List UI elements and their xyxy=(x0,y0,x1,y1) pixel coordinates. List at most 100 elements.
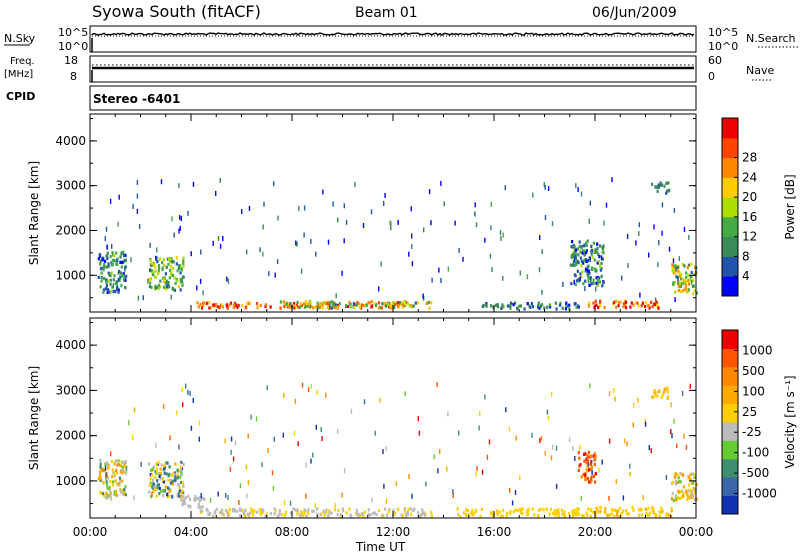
power-sparse-cell xyxy=(179,214,181,220)
power-cell xyxy=(688,278,691,282)
freq-trace xyxy=(91,64,694,82)
power-sparse-cell xyxy=(484,237,486,243)
power-cell xyxy=(513,301,517,305)
velocity-cell xyxy=(474,510,477,514)
velocity-cell xyxy=(589,507,593,512)
velocity-sparse-cell xyxy=(336,428,339,434)
power-cell xyxy=(165,280,168,284)
power-cell xyxy=(107,279,110,283)
velocity-sparse-cell xyxy=(650,448,652,454)
velocity-sparse-cell xyxy=(632,422,634,428)
power-cell xyxy=(115,280,118,284)
power-cell xyxy=(587,275,590,280)
velocity-sparse-cell xyxy=(675,494,677,500)
power-cell xyxy=(378,301,381,305)
power-cell xyxy=(412,304,415,308)
power-cell xyxy=(285,302,288,306)
velocity-cell xyxy=(670,514,673,518)
power-sparse-cell xyxy=(657,262,659,268)
power-cell xyxy=(682,289,685,293)
velocity-cell xyxy=(367,508,370,512)
power-cell xyxy=(107,271,110,275)
power-sparse-cell xyxy=(562,281,564,287)
velocity-cell xyxy=(160,463,163,467)
power-cell xyxy=(200,306,204,310)
velocity-sparse-cell xyxy=(615,479,617,484)
power-sparse-cell xyxy=(130,257,132,263)
power-cell xyxy=(328,305,331,309)
power-cell xyxy=(497,305,500,309)
velocity-cell xyxy=(112,472,116,476)
power-cell xyxy=(98,254,101,258)
power-colorbar-segment xyxy=(722,276,738,297)
velocity-cell xyxy=(533,513,536,517)
velocity-cell xyxy=(103,468,106,472)
power-cell xyxy=(182,256,185,260)
velocity-cell xyxy=(471,513,474,517)
power-cell xyxy=(591,255,594,259)
velocity-sparse-cell xyxy=(508,426,511,432)
velocity-cell xyxy=(120,490,123,494)
power-cell xyxy=(295,303,299,307)
velocity-cell xyxy=(339,513,342,517)
power-cell xyxy=(380,306,383,310)
power-sparse-cell xyxy=(475,222,478,228)
power-sparse-cell xyxy=(544,184,546,190)
power-cell xyxy=(112,289,116,294)
velocity-cell xyxy=(590,462,593,466)
velocity-cell xyxy=(472,512,475,516)
velocity-cell xyxy=(212,514,215,518)
power-sparse-cell xyxy=(539,235,541,240)
velocity-cell xyxy=(316,512,319,516)
power-cell xyxy=(348,300,351,304)
velocity-sparse-cell xyxy=(439,448,441,454)
velocity-cell xyxy=(685,491,688,495)
x-tick-label: 20:00 xyxy=(578,525,613,539)
power-sparse-cell xyxy=(491,267,493,273)
velocity-sparse-cell xyxy=(550,391,553,397)
power-cell xyxy=(589,276,592,280)
power-cell xyxy=(236,305,239,309)
power-cell xyxy=(676,265,679,270)
power-cell xyxy=(573,245,576,249)
power-cell xyxy=(681,263,685,267)
velocity-cell xyxy=(590,475,593,479)
velocity-cell xyxy=(421,512,424,516)
velocity-cell xyxy=(180,460,183,464)
velocity-cell xyxy=(170,473,173,477)
power-cell xyxy=(172,260,175,264)
power-cell xyxy=(600,274,603,278)
power-sparse-cell xyxy=(343,238,345,244)
velocity-cell xyxy=(170,481,173,485)
velocity-cell xyxy=(97,476,100,481)
velocity-cell xyxy=(652,510,655,515)
velocity-sparse-cell xyxy=(383,483,385,489)
power-cell xyxy=(157,283,160,287)
velocity-cell xyxy=(687,475,690,479)
velocity-cell xyxy=(349,513,352,517)
velocity-cell xyxy=(593,462,596,467)
power-cell xyxy=(686,266,689,270)
power-cell xyxy=(154,265,157,269)
power-cell xyxy=(549,305,552,309)
power-cell xyxy=(651,182,654,186)
power-cell xyxy=(179,288,182,292)
power-sparse-cell xyxy=(276,259,279,265)
velocity-cell xyxy=(555,511,558,516)
velocity-cell xyxy=(99,469,102,473)
velocity-cell xyxy=(575,513,578,517)
velocity-cell xyxy=(463,511,466,515)
power-cell xyxy=(555,307,558,311)
velocity-cell xyxy=(261,508,264,512)
velocity-cell xyxy=(259,511,263,515)
power-sparse-cell xyxy=(677,277,679,283)
velocity-sparse-cell xyxy=(418,430,421,436)
velocity-sparse-cell xyxy=(683,433,685,439)
velocity-cell xyxy=(183,501,186,506)
velocity-cell xyxy=(108,486,111,490)
velocity-cell xyxy=(348,507,351,511)
velocity-cell xyxy=(195,497,198,501)
power-cell xyxy=(232,303,236,308)
velocity-cell xyxy=(221,511,224,516)
power-cell xyxy=(600,266,603,270)
